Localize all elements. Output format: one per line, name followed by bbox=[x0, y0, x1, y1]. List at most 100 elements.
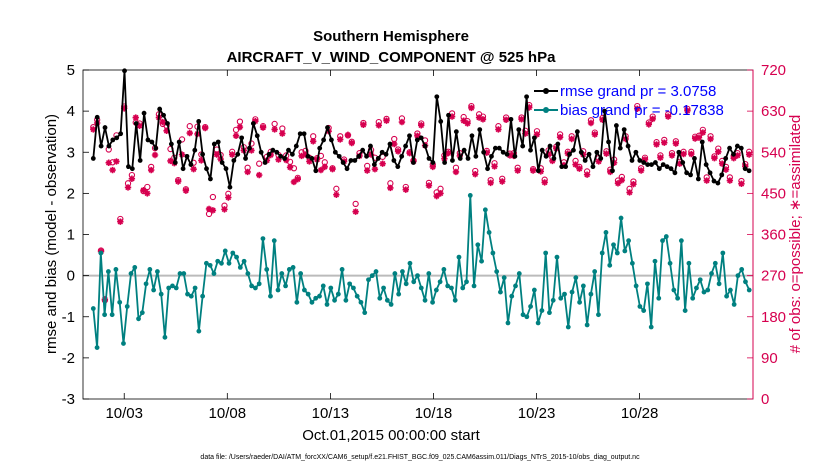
bias-point bbox=[516, 271, 522, 276]
obs-possible-marker bbox=[178, 136, 186, 143]
bias-point bbox=[373, 269, 379, 274]
rmse-point bbox=[688, 172, 693, 178]
obs-assimilated-marker bbox=[186, 129, 193, 137]
rmse-point bbox=[699, 139, 705, 145]
obs-assimilated-marker bbox=[167, 157, 174, 165]
bias-point bbox=[320, 283, 326, 289]
obs-assimilated-marker bbox=[526, 104, 533, 111]
obs-assimilated-marker bbox=[514, 167, 521, 174]
obs-assimilated-marker bbox=[614, 180, 622, 187]
rmse-point bbox=[153, 145, 159, 151]
bias-point bbox=[498, 289, 503, 295]
rmse-point bbox=[516, 127, 522, 133]
rmse-point bbox=[711, 178, 717, 184]
bias-point bbox=[577, 299, 582, 305]
rmse-point bbox=[485, 166, 490, 172]
x-tick-label: 10/03 bbox=[105, 405, 143, 422]
obs-assimilated-marker bbox=[132, 114, 139, 121]
y-right-tick-label: 630 bbox=[761, 103, 786, 120]
obs-assimilated-marker bbox=[298, 152, 305, 160]
obs-assimilated-marker bbox=[691, 135, 699, 142]
data-file-footnote: data file: /Users/raeder/DAI/ATM_forcXX/… bbox=[200, 454, 640, 461]
bias-point bbox=[596, 312, 601, 318]
obs-assimilated-marker bbox=[101, 296, 109, 303]
rmse-point bbox=[539, 147, 545, 153]
rmse-point bbox=[293, 143, 299, 149]
obs-assimilated-marker bbox=[375, 122, 382, 129]
obs-assimilated-marker bbox=[163, 127, 170, 134]
obs-assimilated-marker bbox=[641, 156, 649, 163]
obs-assimilated-marker bbox=[198, 157, 205, 164]
y-right-tick-label: 720 bbox=[761, 62, 786, 79]
bias-point bbox=[234, 254, 239, 260]
bias-point bbox=[369, 273, 375, 279]
bias-point bbox=[275, 287, 281, 293]
obs-assimilated-marker bbox=[317, 166, 325, 174]
bias-point bbox=[400, 269, 405, 274]
bias-point bbox=[622, 248, 628, 254]
obs-possible-marker bbox=[232, 126, 240, 134]
obs-assimilated-marker bbox=[475, 114, 483, 121]
bias-point bbox=[501, 275, 507, 281]
bias-series bbox=[90, 193, 752, 350]
obs-assimilated-marker bbox=[533, 131, 541, 138]
obs-assimilated-marker bbox=[124, 184, 132, 191]
bias-point bbox=[158, 291, 164, 297]
bias-point bbox=[128, 271, 134, 276]
bias-point bbox=[411, 279, 417, 285]
obs-assimilated-marker bbox=[722, 166, 730, 173]
obs-assimilated-marker bbox=[668, 152, 676, 159]
rmse-point bbox=[98, 143, 104, 149]
obs-assimilated-marker bbox=[190, 165, 197, 173]
bias-point bbox=[196, 328, 202, 334]
rmse-point bbox=[723, 156, 729, 161]
bias-point bbox=[430, 299, 435, 305]
obs-assimilated-marker bbox=[715, 148, 722, 155]
rmse-point bbox=[172, 160, 178, 165]
bias-point bbox=[124, 304, 130, 309]
rmse-point bbox=[321, 137, 327, 143]
rmse-point bbox=[731, 151, 736, 157]
rmse-point bbox=[645, 162, 651, 167]
rmse-point bbox=[715, 180, 721, 186]
bias-point bbox=[456, 254, 462, 260]
rmse-point bbox=[375, 156, 381, 161]
rmse-point bbox=[266, 151, 272, 157]
rmse-point bbox=[637, 158, 643, 163]
bias-point bbox=[249, 283, 255, 289]
obs-assimilated-marker bbox=[680, 150, 687, 158]
rmse-point bbox=[114, 135, 120, 141]
obs-assimilated-marker bbox=[337, 136, 344, 143]
bias-point bbox=[731, 302, 737, 307]
bias-point bbox=[351, 285, 356, 291]
bias-point bbox=[177, 271, 183, 276]
bias-point bbox=[701, 289, 707, 295]
rmse-point bbox=[227, 184, 233, 190]
x-tick-label: 10/08 bbox=[209, 405, 247, 422]
y-axis-left-label: rmse and bias (model - observation) bbox=[43, 114, 60, 354]
bias-point bbox=[494, 269, 500, 274]
obs-assimilated-marker bbox=[425, 182, 433, 189]
rmse-point bbox=[344, 166, 350, 172]
rmse-point bbox=[559, 164, 565, 170]
obs-assimilated-marker bbox=[468, 104, 475, 112]
rmse-point bbox=[165, 121, 170, 126]
rmse-point bbox=[547, 143, 553, 149]
rmse-point bbox=[481, 149, 487, 155]
rmse-point bbox=[426, 156, 432, 161]
y-right-tick-label: 90 bbox=[761, 350, 778, 367]
bias-point bbox=[271, 238, 277, 244]
rmse-point bbox=[102, 125, 108, 130]
bias-point bbox=[343, 297, 349, 303]
obs-assimilated-marker bbox=[275, 156, 282, 163]
rmse-point bbox=[262, 160, 268, 165]
bias-point bbox=[185, 291, 190, 297]
y-left-tick-label: 1 bbox=[67, 227, 75, 244]
rmse-point bbox=[500, 149, 506, 155]
rmse-point bbox=[289, 151, 295, 157]
rmse-point bbox=[379, 149, 385, 155]
rmse-point bbox=[200, 151, 206, 157]
obs-assimilated-marker bbox=[688, 150, 695, 158]
rmse-point bbox=[574, 129, 580, 135]
bias-point bbox=[328, 285, 334, 291]
